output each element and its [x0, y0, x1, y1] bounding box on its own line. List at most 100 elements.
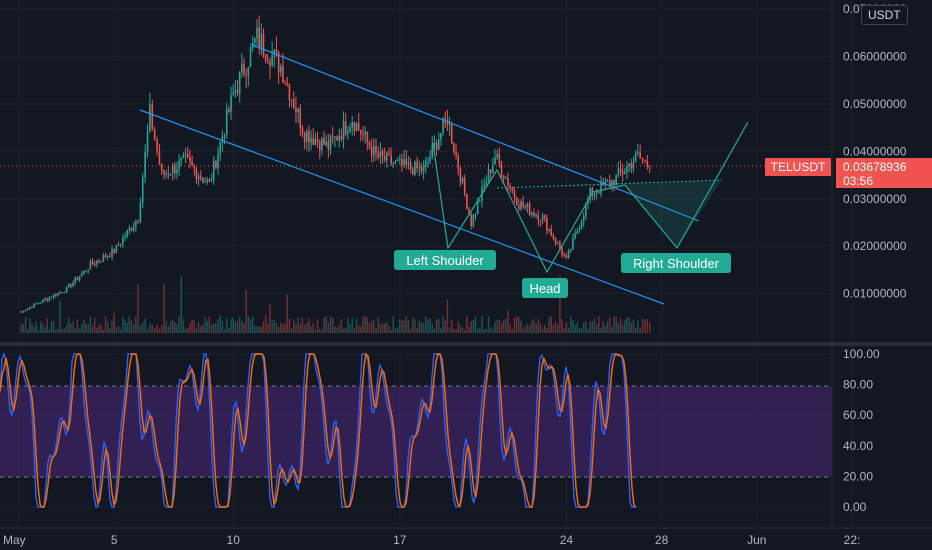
- volume-bar: [297, 317, 299, 333]
- candle-body: [119, 244, 122, 246]
- candle-body: [353, 122, 356, 131]
- volume-bar: [325, 316, 327, 333]
- candle-body: [42, 299, 44, 303]
- candle-body: [624, 171, 626, 174]
- candle-body: [442, 118, 444, 134]
- candle-body: [383, 155, 386, 161]
- candle-body: [606, 180, 609, 182]
- candle-body: [347, 131, 349, 135]
- candle-body: [167, 173, 170, 175]
- candle-body: [556, 242, 559, 244]
- candle-body: [407, 162, 410, 165]
- volume-bar: [334, 326, 336, 333]
- candle-body: [85, 270, 87, 272]
- volume-bar: [316, 319, 319, 333]
- volume-bar: [634, 327, 637, 333]
- candle-body: [124, 236, 126, 238]
- candle-body: [431, 144, 434, 158]
- volume-bar: [535, 323, 537, 333]
- candle-body: [548, 229, 550, 231]
- volume-bar: [593, 318, 596, 333]
- candle-body: [424, 161, 427, 167]
- candle-body: [308, 131, 310, 143]
- candle-body: [641, 157, 644, 160]
- candle-body: [593, 193, 596, 196]
- volume-bar: [275, 322, 278, 333]
- candle-countdown: 03:56: [843, 174, 874, 188]
- volume-bar: [277, 326, 280, 333]
- volume-bar: [35, 321, 38, 333]
- candle-body: [405, 158, 408, 165]
- volume-bar: [33, 326, 35, 333]
- candle-body: [453, 143, 455, 152]
- volume-bar: [171, 320, 174, 333]
- volume-bar: [163, 283, 165, 333]
- volume-bar: [187, 328, 189, 333]
- volume-bar: [548, 317, 550, 333]
- volume-bar: [370, 321, 373, 333]
- volume-bar: [453, 329, 455, 333]
- volume-bar: [182, 318, 185, 333]
- volume-bar: [347, 317, 349, 333]
- volume-bar: [394, 328, 397, 333]
- volume-bar: [130, 320, 133, 333]
- volume-bar: [236, 320, 239, 333]
- time-tick-label: 10: [227, 533, 241, 547]
- candle-body: [247, 67, 250, 76]
- volume-bar: [345, 327, 347, 333]
- candle-body: [515, 197, 518, 206]
- volume-bar: [78, 328, 81, 333]
- volume-bar: [615, 316, 617, 333]
- channel-upper-line[interactable]: [249, 43, 700, 222]
- candle-body: [234, 90, 237, 93]
- volume-bar: [567, 327, 570, 333]
- candle-body: [178, 160, 180, 170]
- currency-selector[interactable]: USDT: [861, 5, 908, 25]
- volume-bar: [314, 329, 317, 333]
- volume-bar: [74, 328, 76, 333]
- head-label[interactable]: Head: [522, 278, 568, 298]
- candle-body: [230, 94, 232, 112]
- candle-body: [411, 168, 414, 175]
- candle-body: [241, 64, 243, 73]
- volume-bar: [570, 316, 572, 333]
- time-tick-label: 24: [560, 533, 574, 547]
- candle-body: [535, 215, 537, 217]
- candle-body: [455, 151, 457, 156]
- candle-body: [89, 261, 92, 270]
- candle-body: [219, 142, 222, 155]
- volume-bar: [26, 329, 29, 333]
- volume-bar: [375, 328, 377, 333]
- neckline[interactable]: [496, 179, 723, 189]
- volume-bar: [200, 325, 202, 333]
- head-and-shoulders-pattern[interactable]: [432, 121, 749, 274]
- candle-body: [429, 157, 431, 161]
- channel-lower-line[interactable]: [139, 109, 665, 305]
- candle-body: [336, 136, 338, 141]
- volume-bar: [284, 323, 286, 333]
- candle-body: [29, 307, 31, 309]
- candle-body: [72, 282, 74, 287]
- left-shoulder-label[interactable]: Left Shoulder: [394, 250, 496, 270]
- volume-bar: [459, 325, 462, 333]
- candle-body: [489, 169, 492, 174]
- volume-bar: [109, 328, 111, 333]
- volume-bar: [57, 329, 59, 333]
- right-shoulder-label[interactable]: Right Shoulder: [621, 253, 731, 273]
- candle-body: [277, 52, 280, 73]
- price-tick-label: 0.01000000: [843, 287, 907, 301]
- volume-bar: [405, 316, 407, 333]
- candle-body: [552, 235, 555, 239]
- candle-body: [511, 187, 514, 191]
- volume-bar: [362, 316, 364, 333]
- volume-bar: [403, 320, 405, 333]
- candle-body: [24, 310, 27, 312]
- candle-body: [258, 27, 260, 48]
- candle-body: [401, 159, 403, 166]
- volume-bar: [271, 320, 273, 333]
- price-tick-label: 0.03000000: [843, 192, 907, 206]
- volume-bar: [357, 325, 360, 333]
- candle-body: [186, 153, 189, 158]
- candle-body: [22, 311, 25, 313]
